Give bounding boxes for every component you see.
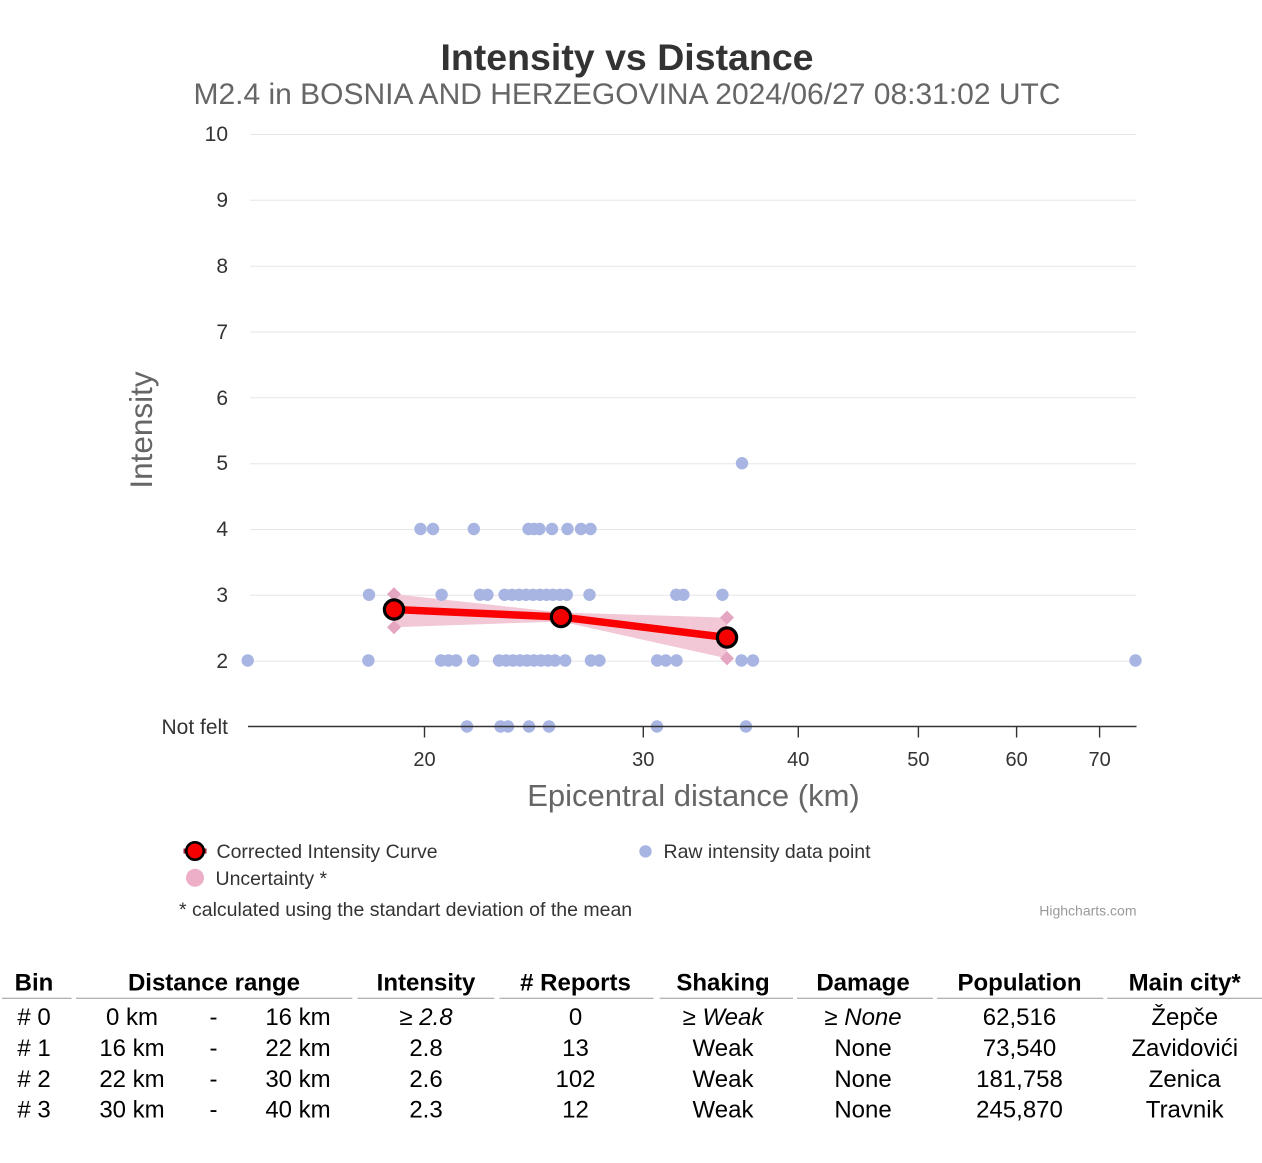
svg-text:3: 3: [216, 584, 228, 607]
svg-text:M2.4 in BOSNIA AND HERZEGOVINA: M2.4 in BOSNIA AND HERZEGOVINA 2024/06/2…: [193, 78, 1060, 111]
svg-text:Intensity vs Distance: Intensity vs Distance: [440, 36, 813, 78]
svg-text:16 km: 16 km: [99, 1035, 164, 1062]
svg-text:22 km: 22 km: [265, 1035, 330, 1062]
svg-text:Intensity: Intensity: [377, 970, 476, 997]
svg-text:≥ Weak: ≥ Weak: [683, 1004, 766, 1031]
svg-text:5: 5: [216, 452, 228, 475]
svg-text:50: 50: [907, 749, 929, 771]
svg-text:None: None: [834, 1035, 891, 1062]
svg-text:4: 4: [216, 518, 228, 541]
svg-text:7: 7: [216, 321, 228, 344]
svg-text:-: -: [210, 1004, 218, 1031]
svg-text:2: 2: [216, 650, 228, 673]
svg-text:# 2: # 2: [17, 1066, 50, 1093]
svg-text:2.8: 2.8: [409, 1035, 442, 1062]
svg-text:13: 13: [562, 1035, 589, 1062]
svg-text:Raw intensity data point: Raw intensity data point: [664, 841, 872, 863]
svg-text:Žepče: Žepče: [1151, 1004, 1218, 1031]
svg-text:# 1: # 1: [17, 1035, 50, 1062]
svg-text:20: 20: [413, 749, 435, 771]
svg-text:-: -: [210, 1035, 218, 1062]
svg-text:245,870: 245,870: [976, 1097, 1063, 1124]
svg-text:Damage: Damage: [816, 970, 909, 997]
svg-text:* calculated using the standar: * calculated using the standart deviatio…: [179, 899, 632, 921]
svg-text:Intensity: Intensity: [123, 371, 159, 489]
svg-text:Shaking: Shaking: [676, 970, 769, 997]
svg-text:102: 102: [555, 1066, 595, 1093]
svg-text:0: 0: [569, 1004, 582, 1031]
svg-text:10: 10: [205, 123, 228, 146]
svg-text:6: 6: [216, 387, 228, 410]
svg-text:# Reports: # Reports: [520, 970, 631, 997]
svg-text:# 3: # 3: [17, 1097, 50, 1124]
svg-text:40 km: 40 km: [265, 1097, 330, 1124]
svg-text:Uncertainty *: Uncertainty *: [216, 868, 328, 890]
svg-text:Highcharts.com: Highcharts.com: [1039, 903, 1136, 919]
svg-text:70: 70: [1088, 749, 1110, 771]
svg-text:16 km: 16 km: [265, 1004, 330, 1031]
svg-text:30 km: 30 km: [99, 1097, 164, 1124]
svg-text:73,540: 73,540: [983, 1035, 1056, 1062]
svg-text:-: -: [210, 1097, 218, 1124]
svg-text:≥ 2.8: ≥ 2.8: [399, 1004, 453, 1031]
svg-text:9: 9: [216, 189, 228, 212]
svg-text:30 km: 30 km: [265, 1066, 330, 1093]
svg-text:Weak: Weak: [693, 1066, 755, 1093]
svg-text:Distance range: Distance range: [128, 970, 300, 997]
svg-text:Not felt: Not felt: [161, 716, 228, 739]
svg-text:Population: Population: [958, 970, 1082, 997]
svg-text:Zenica: Zenica: [1149, 1066, 1222, 1093]
svg-text:0 km: 0 km: [106, 1004, 158, 1031]
svg-text:Zavidovići: Zavidovići: [1131, 1035, 1238, 1062]
svg-text:2.6: 2.6: [409, 1066, 442, 1093]
svg-text:Corrected Intensity Curve: Corrected Intensity Curve: [217, 841, 438, 863]
svg-text:12: 12: [562, 1097, 589, 1124]
svg-text:181,758: 181,758: [976, 1066, 1063, 1093]
svg-text:Travnik: Travnik: [1146, 1097, 1225, 1124]
svg-text:60: 60: [1005, 749, 1027, 771]
svg-text:30: 30: [632, 749, 654, 771]
svg-text:2.3: 2.3: [409, 1097, 442, 1124]
svg-text:Weak: Weak: [693, 1035, 755, 1062]
svg-text:Bin: Bin: [15, 970, 54, 997]
svg-text:-: -: [210, 1066, 218, 1093]
svg-text:# 0: # 0: [17, 1004, 50, 1031]
svg-text:None: None: [834, 1066, 891, 1093]
svg-text:Main city*: Main city*: [1129, 970, 1242, 997]
svg-text:≥ None: ≥ None: [824, 1004, 901, 1031]
svg-text:62,516: 62,516: [983, 1004, 1056, 1031]
svg-text:None: None: [834, 1097, 891, 1124]
svg-text:8: 8: [216, 255, 228, 278]
svg-text:Weak: Weak: [693, 1097, 755, 1124]
svg-text:40: 40: [787, 749, 809, 771]
svg-text:Epicentral distance (km): Epicentral distance (km): [527, 778, 860, 813]
svg-text:22 km: 22 km: [99, 1066, 164, 1093]
